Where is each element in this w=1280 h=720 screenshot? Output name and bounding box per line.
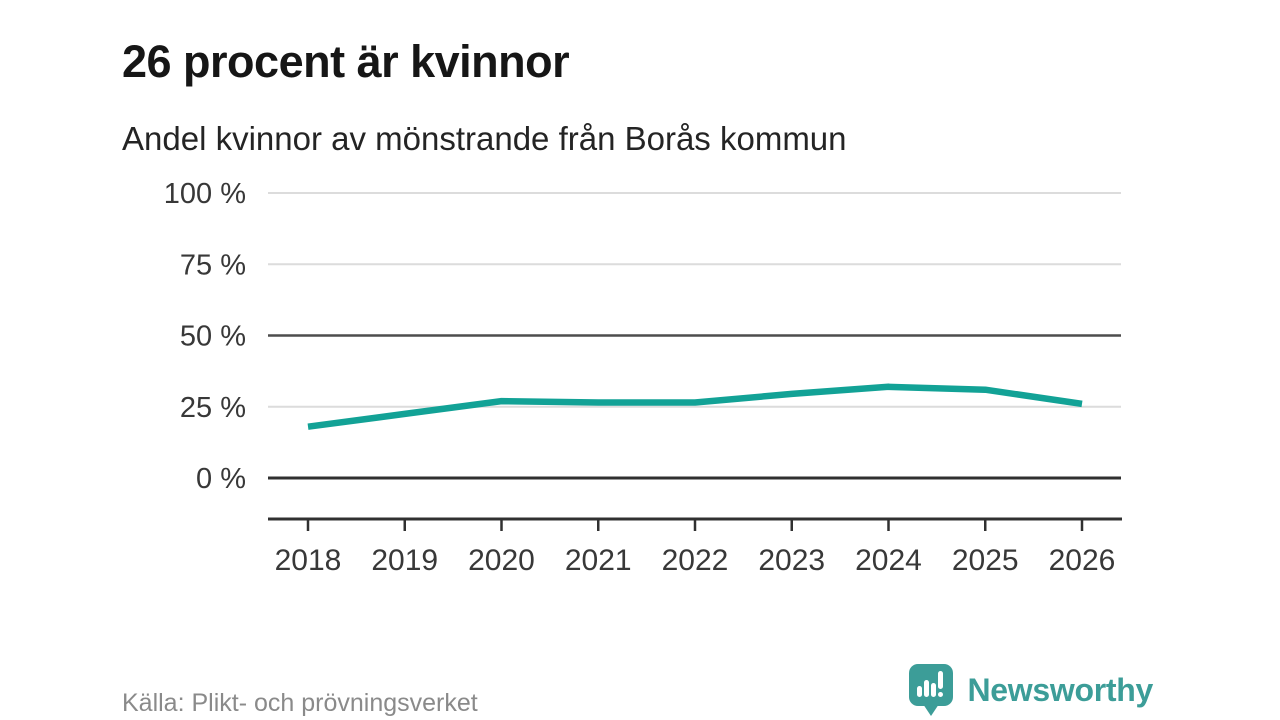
x-tick-label: 2024: [855, 544, 922, 577]
x-tick-label: 2021: [565, 544, 632, 577]
y-tick-label: 75 %: [180, 249, 246, 281]
exclamation-bar-icon: [937, 671, 943, 689]
line-chart-svg: 0 % 25 % 50 % 75 % 100 % 2018 2019 2020 2021 2022…: [164, 178, 1122, 577]
bar-icon-3: [930, 683, 936, 697]
y-tick-label: 0 %: [196, 463, 246, 495]
chart-subtitle: Andel kvinnor av mönstrande från Borås k…: [122, 120, 847, 157]
brand-logo: Newsworthy: [908, 663, 1154, 718]
x-tick-label: 2018: [275, 544, 342, 577]
newsworthy-bubble-chart-icon: [908, 664, 953, 716]
exclamation-dot-icon: [937, 692, 943, 697]
bar-icon-2: [923, 680, 929, 697]
data-line-series: [307, 383, 1083, 430]
source-note: Källa: Plikt- och prövningsverket: [122, 689, 478, 717]
x-tick-label: 2025: [952, 544, 1019, 577]
brand-wordmark: Newsworthy: [967, 672, 1154, 708]
bubble-tail: [922, 704, 939, 716]
x-tick-label: 2026: [1049, 544, 1116, 577]
bar-icon-1: [916, 686, 922, 697]
x-tick-label: 2020: [468, 544, 535, 577]
y-tick-label: 50 %: [180, 321, 246, 353]
page-title: 26 procent är kvinnor: [122, 36, 570, 88]
y-tick-label: 25 %: [180, 392, 246, 424]
x-tick-label: 2023: [758, 544, 825, 577]
y-tick-label: 100 %: [164, 178, 246, 210]
bubble-shape: [908, 664, 953, 706]
x-tick-label: 2019: [371, 544, 438, 577]
x-tick-label: 2022: [662, 544, 729, 577]
